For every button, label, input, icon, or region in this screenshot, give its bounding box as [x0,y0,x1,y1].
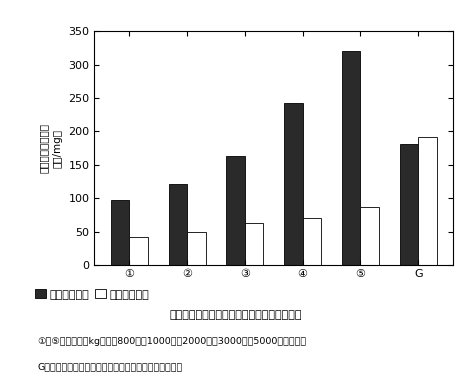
Bar [129,237,148,265]
Bar [169,184,187,265]
Bar [227,156,245,265]
Bar [342,51,361,265]
Text: 围４　バイオセンサを用いた茶浸出液の分析: 围４ バイオセンサを用いた茶浸出液の分析 [170,310,302,320]
Bar [418,137,437,265]
Bar [303,218,321,265]
Bar [400,144,418,265]
Bar [361,207,379,265]
Bar [245,223,263,265]
Text: Gはグルタミン酸添加が表示されている市販茶を示す。: Gはグルタミン酸添加が表示されている市販茶を示す。 [38,362,183,371]
Text: ①～⑤はそれぞれkgあたり800円、1000円、2000円、3000円、5000円の荒茶、: ①～⑤はそれぞれkgあたり800円、1000円、2000円、3000円、5000… [38,337,307,346]
Bar [187,232,205,265]
Y-axis label: 茶浸出液中の濃度
（１/mg）: 茶浸出液中の濃度 （１/mg） [39,123,63,173]
Legend: 遅離アミノ酸, グルタミン酸: 遅離アミノ酸, グルタミン酸 [35,289,149,300]
Bar [111,200,129,265]
Bar [284,103,303,265]
